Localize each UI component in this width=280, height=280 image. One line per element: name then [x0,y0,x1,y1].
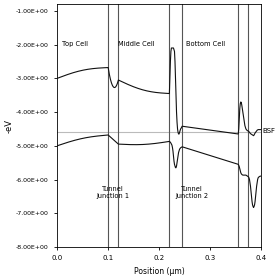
Text: Tunnel
Junction 1: Tunnel Junction 1 [97,186,130,199]
Text: Tunnel
Junction 2: Tunnel Junction 2 [176,186,209,199]
X-axis label: Position (μm): Position (μm) [134,267,185,276]
Y-axis label: -eV: -eV [4,118,13,132]
Text: BSF: BSF [263,128,276,134]
Text: Top Cell: Top Cell [62,41,88,47]
Text: Bottom Cell: Bottom Cell [186,41,225,47]
Text: Middle Cell: Middle Cell [118,41,155,47]
